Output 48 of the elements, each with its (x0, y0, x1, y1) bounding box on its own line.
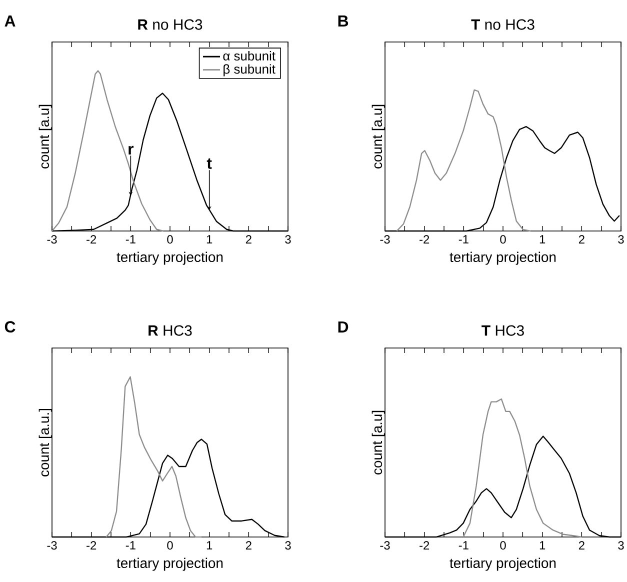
x-tick-label: 2 (246, 541, 252, 550)
y-axis-title: count [a.u] (372, 410, 385, 474)
x-axis-title: tertiary projection (450, 558, 556, 571)
chart-title: T no HC3 (471, 19, 534, 30)
x-tick-label: -1 (458, 235, 468, 244)
x-axis-title: tertiary projection (116, 558, 223, 571)
x-tick-label: -3 (380, 541, 390, 550)
text: B (338, 15, 348, 26)
annotation: r (128, 146, 134, 155)
x-tick-label: 0 (500, 235, 506, 244)
text: D (338, 321, 348, 332)
y-axis-title: count [a.u.] (38, 408, 52, 476)
x-tick-label: 0 (500, 541, 506, 550)
x-tick-label: 3 (618, 235, 624, 244)
x-tick-label: -1 (126, 235, 136, 244)
x-tick-label: 2 (246, 235, 252, 244)
x-tick-label: -2 (420, 235, 430, 244)
x-tick-label: -3 (380, 235, 390, 244)
x-tick-label: 1 (540, 541, 546, 550)
x-tick-label: 1 (540, 235, 546, 244)
x-tick-label: -1 (458, 541, 468, 550)
x-tick-label: 3 (285, 235, 291, 244)
x-tick-label: -2 (420, 541, 430, 550)
x-tick-label: -2 (86, 235, 96, 244)
legend-label: α subunit (223, 51, 276, 61)
x-tick-label: 2 (578, 235, 584, 244)
annotation: t (206, 158, 212, 169)
x-axis-title: tertiary projection (450, 252, 556, 265)
x-tick-label: 1 (206, 235, 212, 244)
text: A (4, 15, 16, 26)
x-tick-label: 1 (206, 541, 212, 550)
x-tick-label: -1 (126, 541, 136, 550)
x-axis-title: tertiary projection (116, 252, 223, 265)
text: C (4, 321, 16, 332)
y-axis-title: count [a.u] (38, 104, 52, 168)
y-axis-title: count [a.u] (372, 104, 385, 168)
x-tick-label: 0 (167, 235, 173, 244)
chart-title: R HC3 (148, 325, 192, 336)
x-tick-label: -3 (47, 541, 57, 550)
x-tick-label: -2 (86, 541, 96, 550)
chart-title: T HC3 (482, 325, 524, 336)
chart-title: R no HC3 (138, 19, 202, 30)
legend-label: β subunit (224, 64, 276, 76)
x-tick-label: 3 (618, 541, 624, 550)
x-tick-label: 2 (578, 541, 584, 550)
x-tick-label: -3 (47, 235, 57, 244)
x-tick-label: 3 (285, 541, 291, 550)
x-tick-label: 0 (167, 541, 173, 550)
